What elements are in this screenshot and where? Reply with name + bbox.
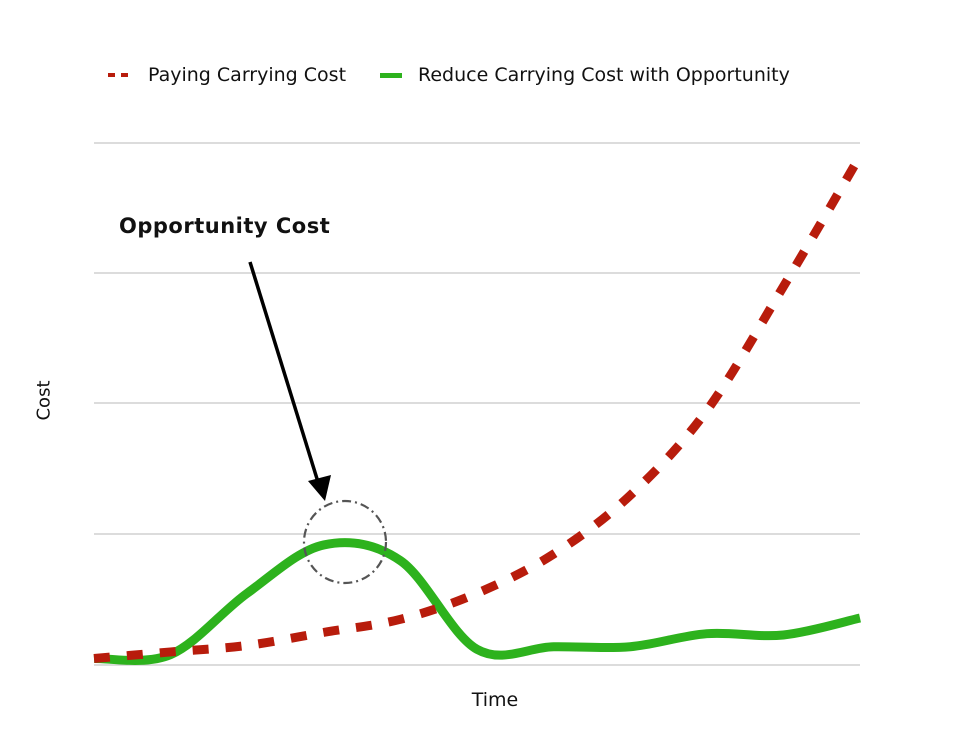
- legend-item-reduce: Reduce Carrying Cost with Opportunity: [380, 64, 790, 86]
- legend-label: Paying Carrying Cost: [148, 64, 347, 86]
- solid-line-swatch-icon: [380, 72, 403, 78]
- annotation-label: Opportunity Cost: [119, 214, 331, 238]
- legend-label: Reduce Carrying Cost with Opportunity: [418, 64, 790, 86]
- y-axis-label: Cost: [33, 380, 55, 421]
- gridlines: [94, 142, 860, 666]
- highlight-circle: [302, 499, 388, 585]
- legend: Paying Carrying Cost Reduce Carrying Cos…: [108, 64, 824, 86]
- legend-item-paying: Paying Carrying Cost: [108, 64, 346, 86]
- arrow-head-icon: [308, 475, 331, 501]
- annotation-arrow: [248, 261, 331, 501]
- x-axis-label: Time: [471, 689, 519, 711]
- dashed-line-swatch-icon: [108, 73, 134, 77]
- series-reduce-carrying-cost-line: [93, 538, 862, 665]
